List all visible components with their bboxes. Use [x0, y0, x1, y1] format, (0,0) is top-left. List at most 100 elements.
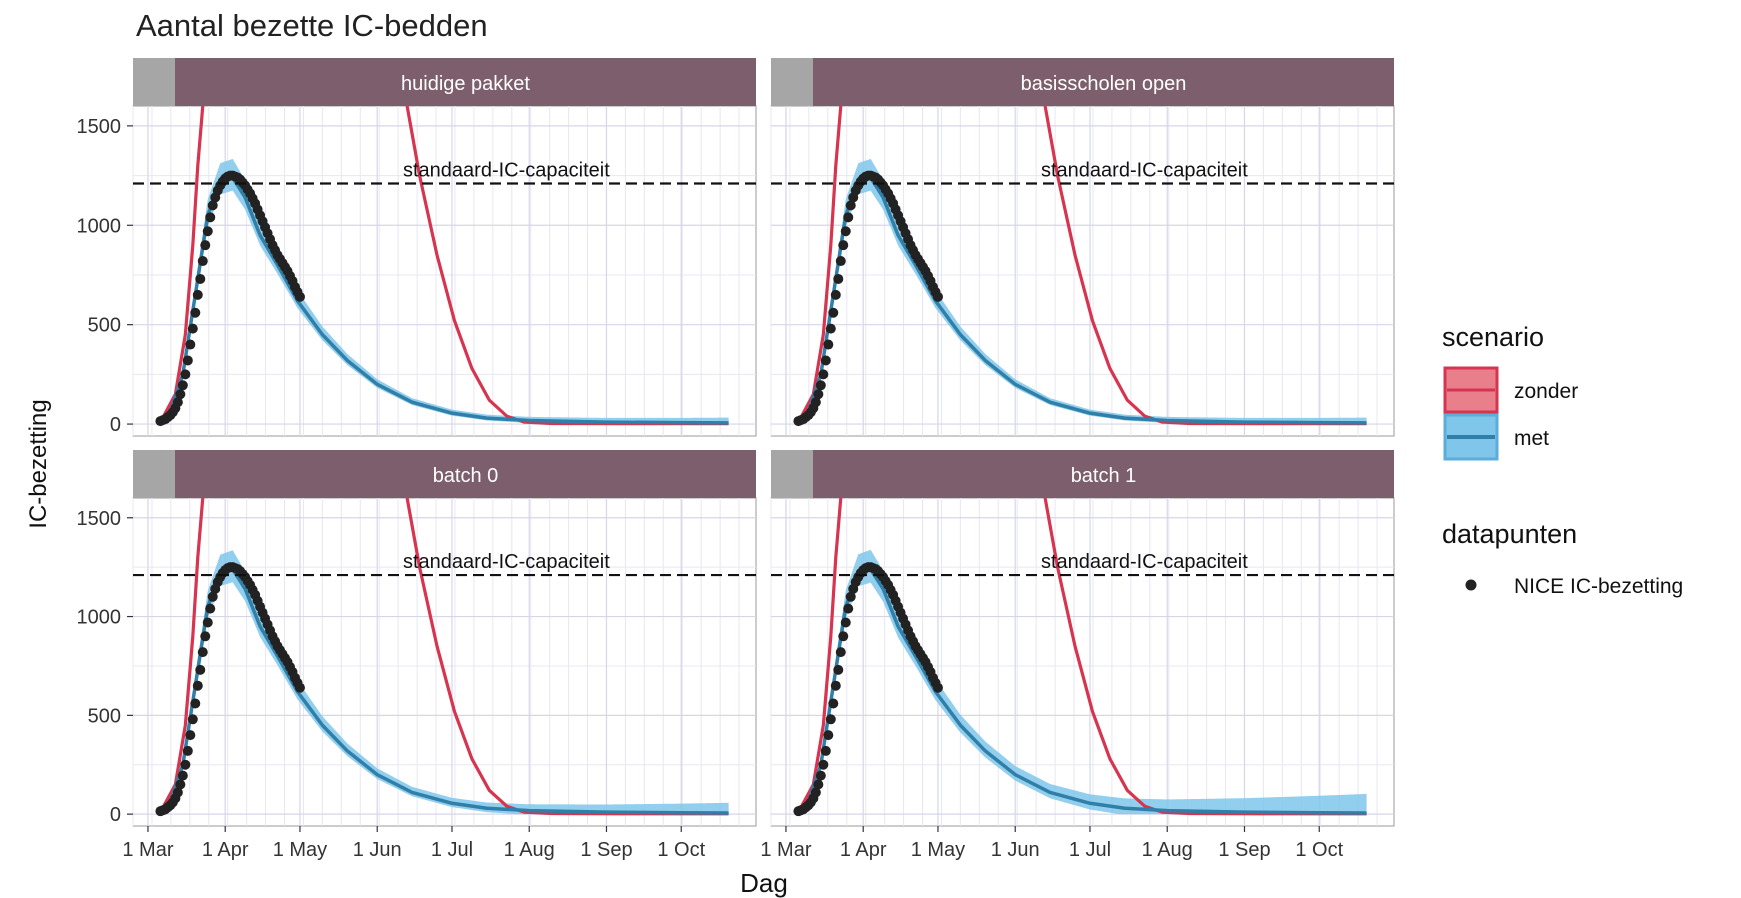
nice-data-point: [813, 389, 824, 400]
capacity-label: standaard-IC-capaciteit: [403, 160, 610, 182]
nice-data-point: [197, 256, 208, 267]
nice-data-point: [200, 240, 211, 251]
nice-data-point: [177, 770, 188, 781]
legend-point-marker: [1465, 579, 1477, 591]
x-tick-label: 1 Oct: [1295, 839, 1343, 861]
nice-data-point: [830, 680, 841, 691]
series-zonder-line: [405, 498, 729, 816]
series-zonder-line: [797, 106, 843, 423]
y-tick-label: 1000: [77, 215, 122, 237]
nice-data-point: [830, 289, 841, 300]
nice-data-point: [820, 355, 831, 366]
y-tick-label: 1500: [77, 508, 122, 530]
nice-data-point: [175, 389, 186, 400]
nice-data-point: [835, 256, 846, 267]
nice-data-point: [833, 273, 844, 284]
nice-data-point: [202, 226, 213, 237]
nice-data-point: [202, 617, 213, 628]
nice-data-point: [932, 291, 943, 302]
nice-data-point: [207, 591, 218, 602]
nice-data-point: [843, 603, 854, 614]
y-tick-label: 500: [88, 315, 121, 337]
nice-data-point: [294, 682, 305, 693]
nice-data-point: [838, 240, 849, 251]
x-tick-label: 1 Jun: [991, 839, 1040, 861]
legend-scenario-title: scenario: [1442, 322, 1544, 352]
nice-data-point: [840, 617, 851, 628]
y-axis-title: IC-bezetting: [25, 399, 52, 528]
x-tick-label: 1 Aug: [1142, 839, 1193, 861]
facet-strip-gray: [133, 58, 175, 106]
x-tick-label: 1 Aug: [504, 839, 555, 861]
nice-data-point: [180, 369, 191, 380]
x-tick-label: 1 May: [911, 839, 965, 861]
nice-data-point: [835, 647, 846, 658]
facet-strip-gray: [771, 58, 813, 106]
nice-data-point: [823, 730, 834, 741]
facet-strip-label: huidige pakket: [401, 73, 530, 95]
panel-background: [132, 105, 757, 437]
nice-data-point: [825, 714, 836, 725]
nice-data-point: [818, 759, 829, 770]
capacity-label: standaard-IC-capaciteit: [1041, 551, 1248, 573]
panel-background: [132, 497, 757, 827]
facet-strip-gray: [133, 450, 175, 498]
nice-data-point: [182, 355, 193, 366]
x-tick-label: 1 Sep: [580, 839, 632, 861]
x-tick-label: 1 Mar: [122, 839, 173, 861]
nice-data-point: [185, 730, 196, 741]
nice-data-point: [180, 759, 191, 770]
series-zonder-line: [159, 498, 205, 813]
x-tick-label: 1 May: [273, 839, 327, 861]
nice-data-point: [205, 212, 216, 223]
nice-data-point: [185, 339, 196, 350]
x-axis-title: Dag: [740, 868, 788, 898]
facet-strip: [175, 58, 756, 106]
nice-data-point: [828, 698, 839, 709]
facet-strip-label: batch 1: [1071, 465, 1137, 487]
capacity-label: standaard-IC-capaciteit: [403, 551, 610, 573]
legend-label-zonder: zonder: [1514, 380, 1578, 403]
nice-data-point: [840, 226, 851, 237]
legend-label-nice: NICE IC-bezetting: [1514, 575, 1683, 598]
legend: scenario zonder met datapunten NICE IC-b…: [1442, 322, 1683, 598]
nice-data-point: [190, 698, 201, 709]
nice-data-point: [177, 380, 188, 391]
nice-data-point: [187, 323, 198, 334]
nice-data-point: [813, 779, 824, 790]
nice-data-point: [815, 770, 826, 781]
facet-strip: [813, 58, 1394, 106]
facet-strip-label: basisscholen open: [1021, 73, 1187, 95]
nice-data-point: [845, 200, 856, 211]
panel-background: [770, 497, 1395, 827]
series-zonder-line: [405, 106, 729, 426]
x-tick-label: 1 Sep: [1218, 839, 1270, 861]
series-zonder-line: [1043, 106, 1367, 426]
x-tick-label: 1 Apr: [840, 839, 887, 861]
nice-data-point: [207, 200, 218, 211]
x-tick-label: 1 Apr: [202, 839, 249, 861]
nice-data-point: [192, 680, 203, 691]
x-tick-label: 1 Jun: [353, 839, 402, 861]
nice-data-point: [833, 664, 844, 675]
x-tick-label: 1 Mar: [760, 839, 811, 861]
nice-data-point: [197, 647, 208, 658]
nice-data-point: [195, 273, 206, 284]
nice-data-point: [815, 380, 826, 391]
nice-data-point: [172, 787, 183, 798]
nice-data-point: [195, 664, 206, 675]
nice-data-point: [810, 397, 821, 408]
facet-panels: huidige pakket standaard-IC-capaciteit 0 50…: [77, 58, 1395, 861]
y-tick-label: 0: [110, 804, 121, 826]
nice-data-point: [294, 291, 305, 302]
nice-data-point: [828, 307, 839, 318]
facet-panel: basisscholen open standaard-IC-capaciteit: [770, 58, 1395, 437]
nice-data-point: [205, 603, 216, 614]
legend-label-met: met: [1514, 427, 1549, 450]
nice-data-point: [845, 591, 856, 602]
nice-data-point: [200, 631, 211, 642]
x-tick-label: 1 Jul: [1069, 839, 1111, 861]
nice-data-point: [810, 787, 821, 798]
nice-data-point: [182, 745, 193, 756]
